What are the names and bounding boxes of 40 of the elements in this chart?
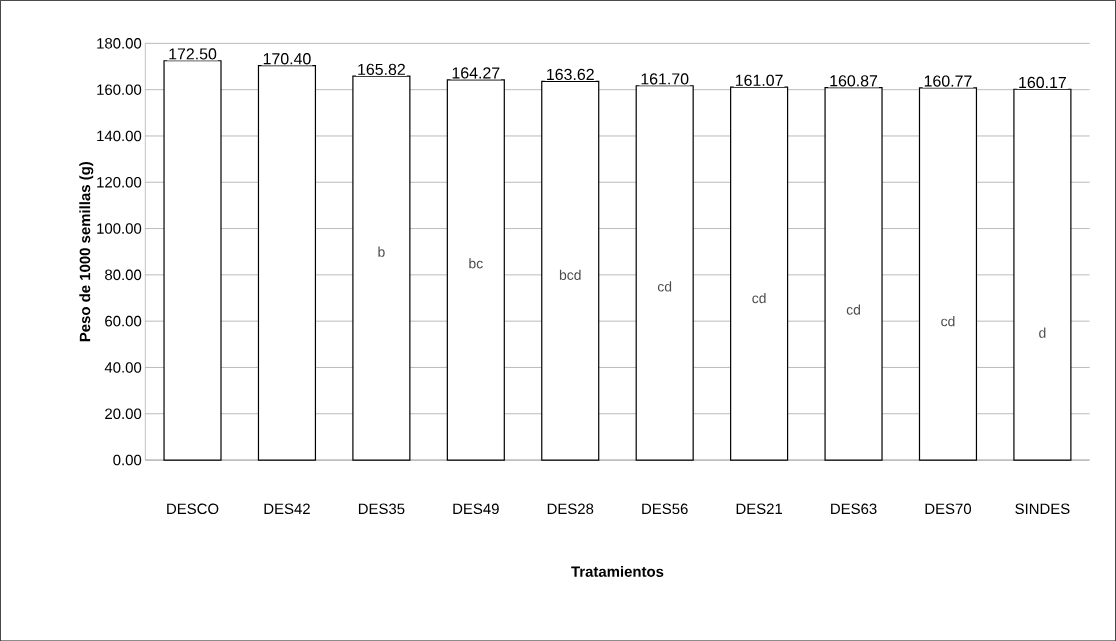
data-label: 160.77 [924,75,972,87]
data-label: 170.40 [263,52,311,65]
y-tick-label: 140.00 [97,130,142,142]
y-tick-label: 0.00 [113,454,142,466]
x-tick-label: DES63 [831,503,877,514]
x-tick-label: DES56 [642,503,688,514]
data-label: 161.70 [641,73,689,85]
y-tick-label: 160.00 [97,84,142,95]
y-tick-label: 80.00 [105,269,142,280]
x-axis-title: Tratamientos [571,565,664,577]
x-tick-label: DES42 [264,503,310,514]
x-tick-label: DES49 [453,503,499,514]
annotation: cd [846,304,861,315]
data-label: 160.17 [1019,76,1066,88]
x-tick-label: DES28 [547,503,594,514]
y-tick-label: 120.00 [97,176,142,188]
x-tick-label: DES21 [736,503,783,514]
y-axis-title: Peso de 1000 semillas (g) [79,161,94,342]
x-tick-label: DES70 [925,503,972,514]
x-tick-label: SINDES [1015,503,1070,514]
annotation: d [1039,327,1046,338]
data-label: 165.82 [358,63,405,75]
data-label: 160.87 [830,75,878,87]
annotation: cd [657,281,672,292]
data-label: 163.62 [547,68,594,80]
y-tick-label: 60.00 [105,315,142,327]
y-tick-label: 40.00 [104,362,142,373]
y-tick-label: 100.00 [97,223,142,234]
annotation: cd [752,292,766,303]
data-label: 172.50 [169,48,217,60]
x-tick-label: DESCO [167,503,219,514]
data-label: 161.07 [735,74,783,86]
y-tick-label: 20.00 [105,408,142,419]
y-tick-label: 180.00 [97,37,142,49]
annotation: cd [941,315,955,327]
annotation: bcd [559,269,581,280]
annotation: bc [469,258,483,269]
annotation: b [378,246,385,257]
x-tick-label: DES35 [358,503,405,514]
data-label: 164.27 [452,67,500,79]
